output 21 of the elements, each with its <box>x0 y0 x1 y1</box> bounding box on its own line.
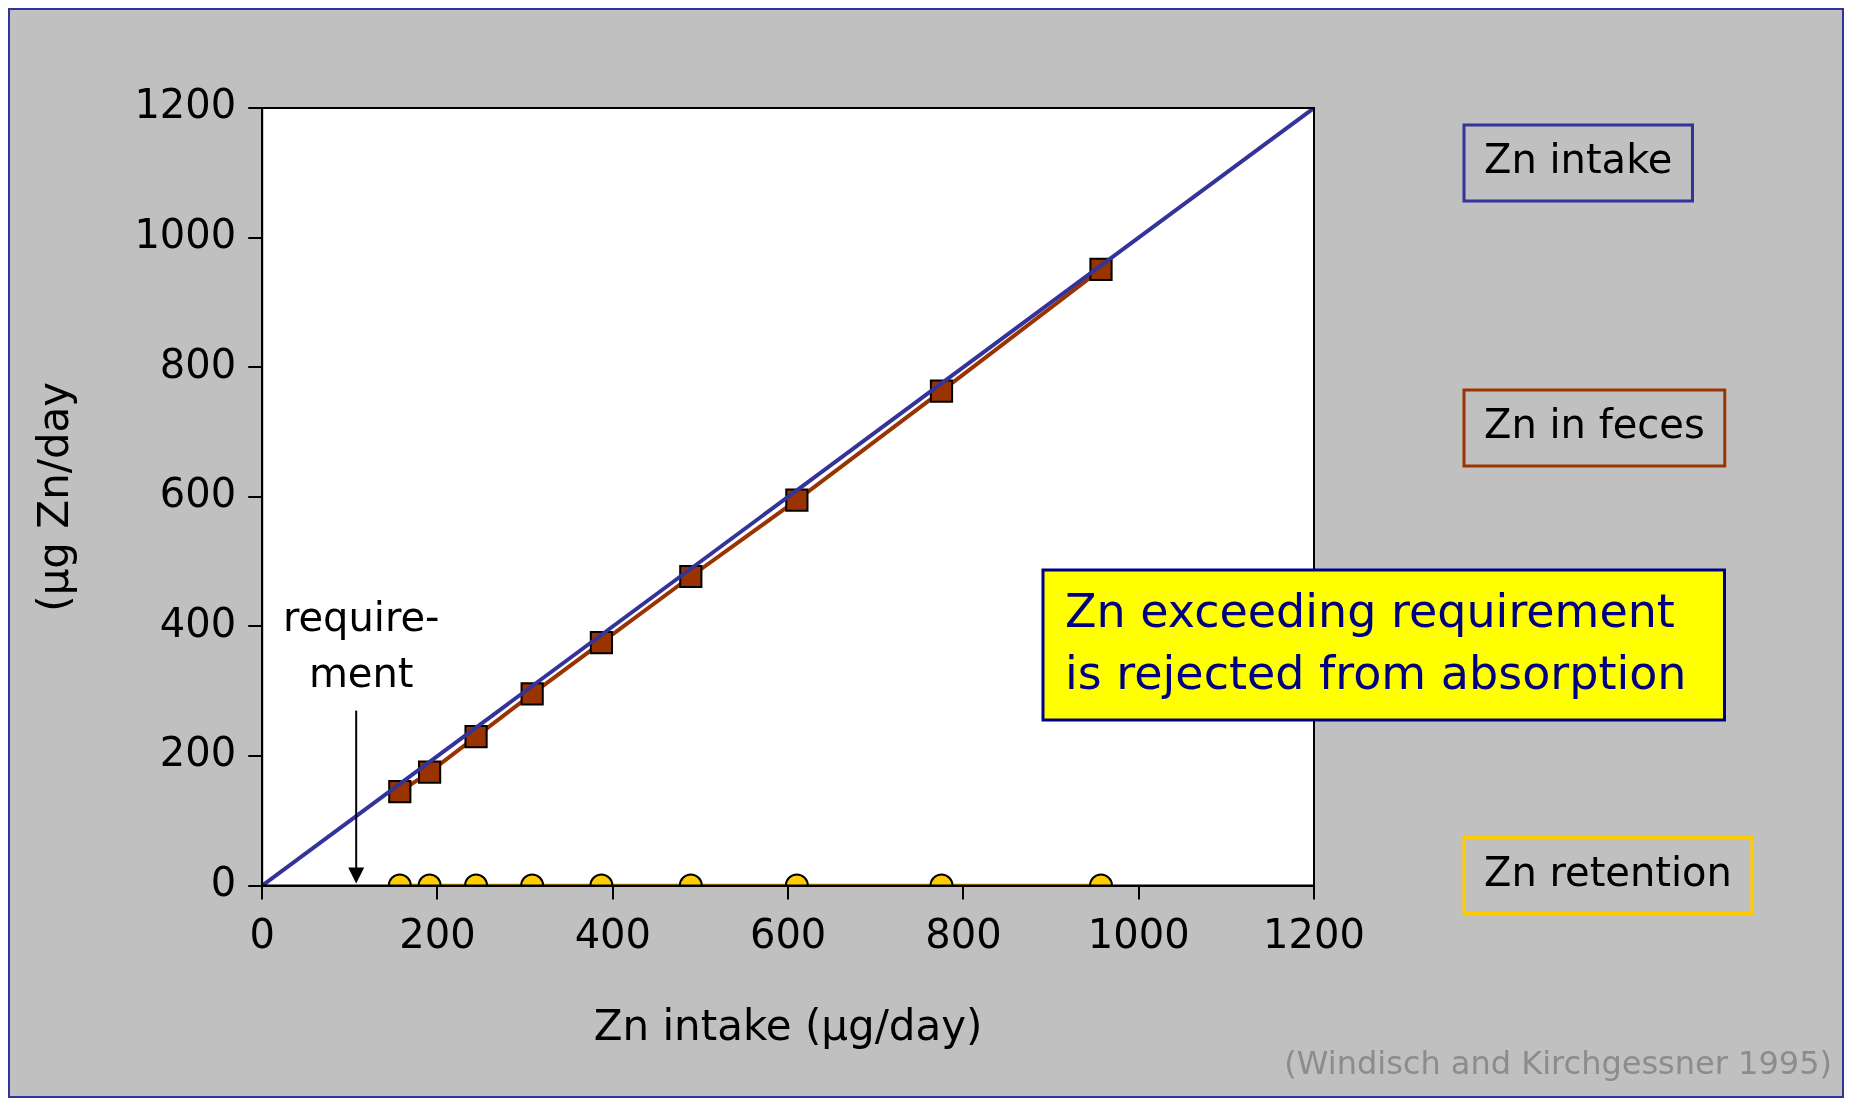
text: Zn in feces <box>1484 401 1705 448</box>
text: Zn intake <box>1484 136 1673 183</box>
x-tick-label: 0 <box>249 910 275 957</box>
x-tick-label: 1000 <box>1087 910 1190 957</box>
x-tick-label: 400 <box>574 910 651 957</box>
annotation: Zn exceeding requirement is rejected from absorption <box>1065 583 1687 700</box>
x-tick-label: 600 <box>749 910 827 957</box>
x-tick-label: 1200 <box>1263 910 1365 957</box>
annotation: require- ment <box>282 593 440 696</box>
x-axis-title: Zn intake (µg/day) <box>593 1000 983 1050</box>
y-tick-label: 200 <box>159 729 237 776</box>
y-tick-label: 600 <box>159 470 237 517</box>
x-tick-label: 800 <box>925 910 1002 957</box>
y-tick-label: 0 <box>210 858 237 905</box>
x-tick-label: 200 <box>399 910 476 957</box>
y-axis-title: (µg Zn/day <box>29 381 79 612</box>
y-tick-label: 1200 <box>134 81 237 128</box>
y-tick-label: 1000 <box>134 210 237 257</box>
y-tick-label: 800 <box>159 340 237 387</box>
text: Zn retention <box>1484 848 1732 895</box>
y-tick-label: 400 <box>159 599 237 646</box>
